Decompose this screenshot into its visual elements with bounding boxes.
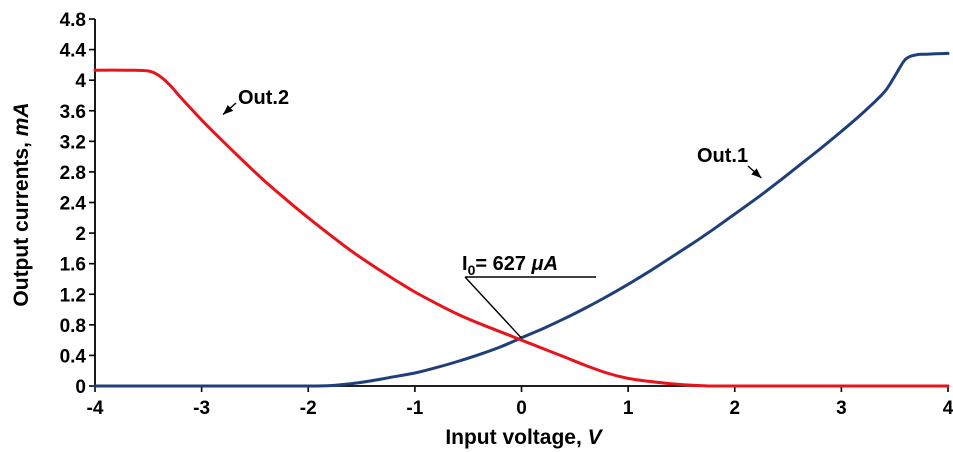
series-line-out1 [93,51,950,388]
x-tick-label: 4 [943,398,953,419]
x-tick-label: -3 [193,398,210,419]
y-tick-label: 4.4 [60,41,87,62]
x-axis-title: Input voltage, V [445,426,603,449]
out1-label: Out.1 [697,145,748,167]
out2-label: Out.2 [238,87,289,109]
y-tick-label: 3.6 [60,102,86,123]
x-tick-label: 1 [623,398,634,419]
series-layer [93,51,950,388]
x-tick-label: 3 [836,398,847,419]
x-axis-title-text: Input voltage, [445,426,587,449]
out1-arrow-head [751,168,762,179]
x-tick-labels: -4 -3 -2 -1 0 1 2 3 4 [87,386,953,419]
annotations: Out.2 Out.1 I0= 627 μA [222,87,762,339]
i0-value: = 627 [475,253,531,275]
i0-unit: μA [531,253,559,275]
y-axis-title: Output currents, mA [10,102,33,306]
x-tick-label: -4 [87,398,104,419]
x-tick-label: 2 [729,398,740,419]
y-axis-title-text: Output currents, [10,136,33,306]
y-tick-label: 1.2 [60,285,86,306]
i0-leader-line [464,276,523,339]
y-tick-label: 2.8 [60,163,86,184]
y-tick-label: 4 [75,71,86,92]
i0-symbol: I [462,253,468,275]
y-tick-label: 0 [75,377,86,398]
i0-subscript: 0 [468,262,476,278]
axes [94,19,948,387]
y-tick-label: 2 [75,224,86,245]
x-tick-label: 0 [516,398,527,419]
y-tick-label: 2.4 [60,194,87,215]
i0-label: I0= 627 μA [462,253,558,278]
y-tick-label: 0.8 [60,316,86,337]
y-tick-label: 4.8 [60,10,86,31]
x-tick-label: -1 [406,398,423,419]
y-axis-title-unit: mA [10,102,33,136]
out2-arrow-head [222,104,234,115]
series-line-out2 [93,68,950,388]
y-tick-label: 0.4 [60,346,87,367]
y-tick-label: 1.6 [60,255,86,276]
x-tick-label: -2 [300,398,317,419]
y-tick-label: 3.2 [60,132,86,153]
y-tick-labels: 0 0.4 0.8 1.2 1.6 2 2.4 2.8 3.2 3.6 4 4.4 4.8 [60,10,95,398]
x-axis-title-unit: V [588,426,604,449]
